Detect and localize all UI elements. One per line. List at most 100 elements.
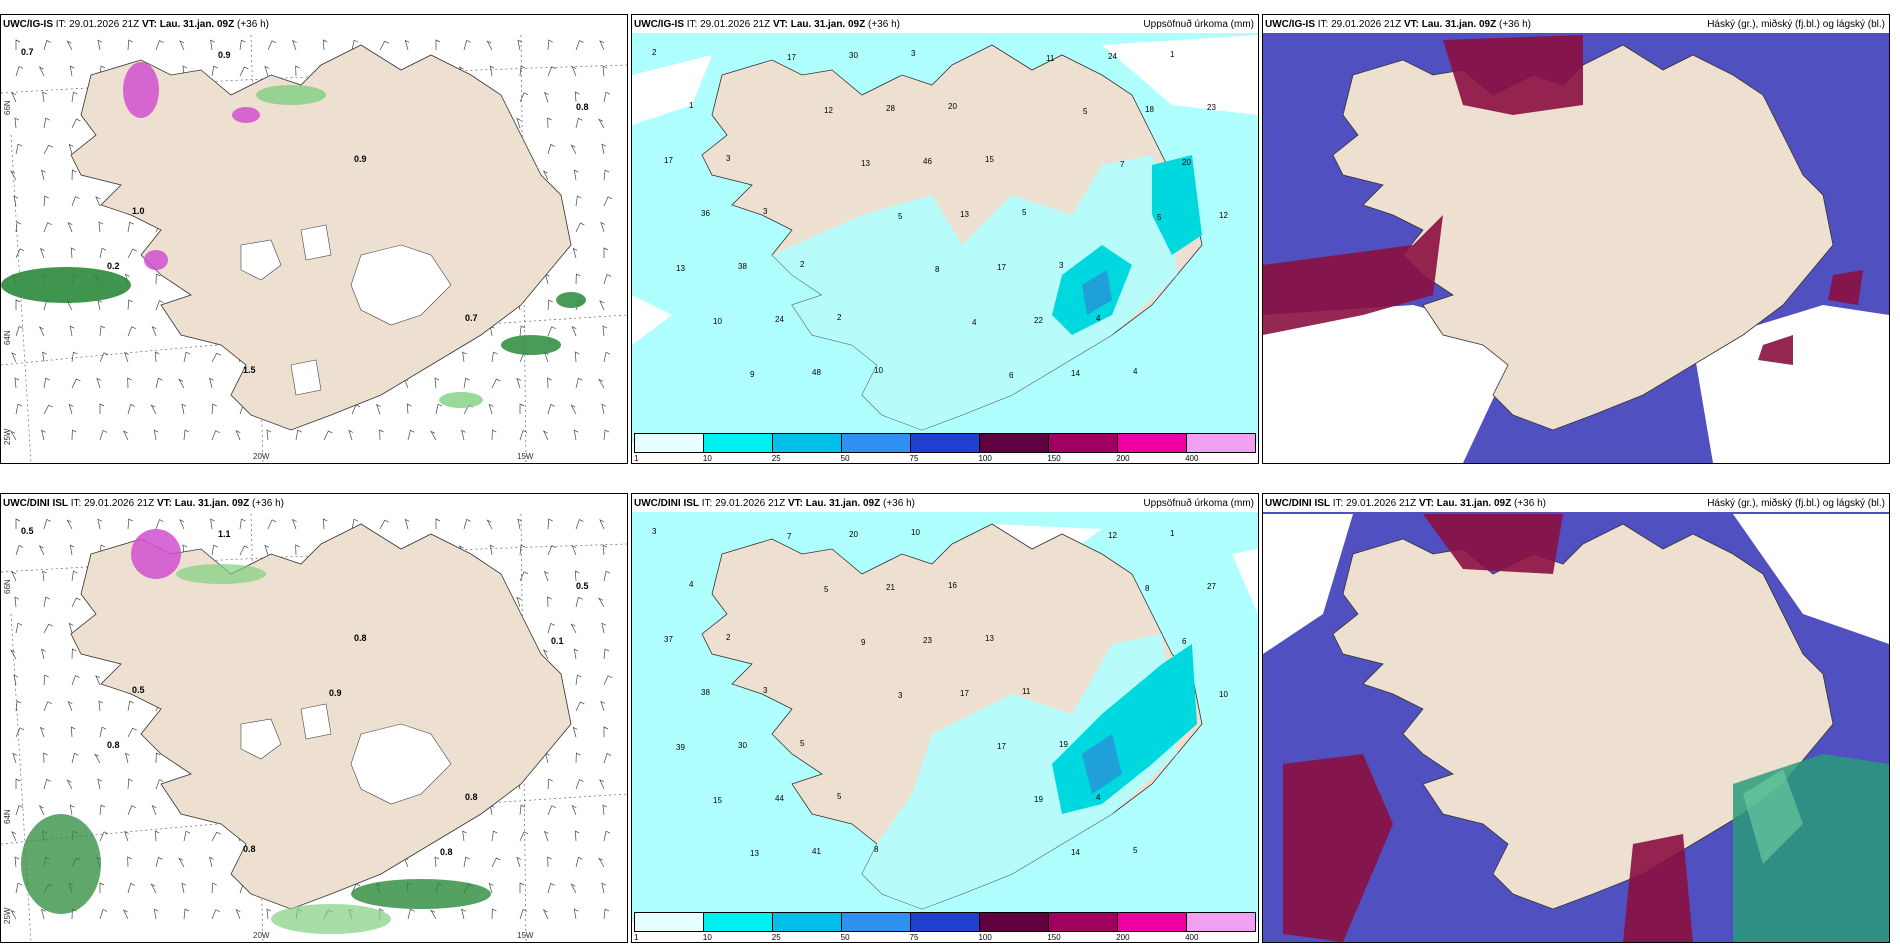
map-panel-precip-bottom[interactable]: UWC/DINI ISL IT: 29.01.2026 21Z VT: Lau.… [631, 493, 1259, 943]
wind-barb [491, 830, 498, 842]
precip-value-label: 21 [886, 583, 895, 592]
wind-barb [519, 571, 529, 582]
wind-barb [99, 247, 107, 259]
wind-barb [575, 117, 583, 129]
wind-barb [69, 544, 75, 556]
wind-barb [43, 518, 51, 530]
colorbar-tick: 200 [1116, 933, 1130, 942]
precip-value-label: 5 [1157, 213, 1162, 222]
low-cloud [1733, 754, 1889, 942]
wind-barb [461, 429, 466, 441]
panel-header: UWC/DINI ISL IT: 29.01.2026 21Z VT: Lau.… [3, 498, 284, 509]
wind-barb [127, 518, 133, 530]
precip-value-label: 10 [874, 366, 883, 375]
wind-barb [12, 752, 18, 764]
map-panel-wind-bottom[interactable]: UWC/DINI ISL IT: 29.01.2026 21Z VT: Lau.… [0, 493, 628, 943]
lon-label: 25W [3, 428, 12, 445]
colorbar-swatch [773, 434, 842, 452]
wind-barb [517, 518, 523, 530]
wind-barb [10, 909, 17, 920]
wind-barb [71, 570, 78, 582]
wind-barb [603, 648, 610, 660]
wind-barb [599, 519, 605, 530]
precip-value-label: 14 [1071, 369, 1080, 378]
wind-barb [491, 429, 497, 441]
wind-barb [351, 518, 359, 530]
wind-barb [68, 143, 74, 155]
wind-barb [519, 325, 526, 337]
wind-barb [43, 404, 53, 415]
wind-barb [570, 404, 577, 415]
colorbar-tick: 10 [702, 933, 712, 942]
precip-value-label: 18 [1145, 105, 1154, 114]
wind-barb [603, 830, 611, 842]
precip-value-label: 8 [1145, 584, 1150, 593]
wind-barb [178, 857, 185, 868]
wind-barb [239, 39, 246, 51]
wind-barb [15, 65, 24, 77]
colorbar [634, 912, 1256, 932]
wind-barb [543, 351, 549, 363]
wind-barb [486, 519, 493, 530]
wind-barb [603, 908, 610, 920]
wind-barb [602, 65, 608, 77]
precip-value-label: 23 [923, 636, 932, 645]
wind-barb [43, 377, 50, 389]
wind-value-label: 0.1 [551, 636, 564, 646]
colorbar-swatch [980, 434, 1049, 452]
wind-barb [123, 830, 129, 842]
wind-barb [155, 377, 163, 389]
precip-value-label: 44 [775, 794, 784, 803]
wind-barb [178, 378, 185, 389]
wind-barb [602, 325, 608, 337]
wind-barb [573, 908, 579, 920]
wind-barb [15, 727, 25, 738]
map-panel-cloud-top[interactable]: UWC/IG-IS IT: 29.01.2026 21Z VT: Lau. 31… [1262, 14, 1890, 464]
wind-barb [488, 882, 494, 894]
precip-value-label: 5 [1083, 107, 1088, 116]
precip-green [556, 292, 586, 308]
wind-barb [153, 908, 159, 920]
wind-barb [547, 856, 552, 868]
wind-barb [547, 805, 556, 816]
lon-label: 25W [3, 907, 12, 924]
precip-value-label: 13 [861, 159, 870, 168]
colorbar-tick: 50 [840, 454, 850, 463]
wind-barb [155, 300, 164, 311]
wind-barb [15, 544, 24, 556]
wind-barb [404, 518, 410, 530]
precip-value-label: 4 [689, 580, 694, 589]
wind-barb [41, 429, 46, 441]
wind-value-label: 0.8 [440, 847, 453, 857]
wind-barb [603, 196, 613, 207]
wind-barb [155, 273, 161, 285]
precip-value-label: 4 [1133, 367, 1138, 376]
wind-barb [351, 39, 359, 51]
wind-barb [127, 727, 137, 738]
lat-label: 64N [3, 330, 12, 345]
wind-barb [15, 221, 22, 233]
precip-value-label: 10 [1219, 690, 1228, 699]
wind-barb [295, 544, 300, 556]
wind-barb [15, 403, 23, 415]
precip-value-label: 13 [676, 264, 685, 273]
map-panel-wind-top[interactable]: UWC/IG-IS IT: 29.01.2026 21Z VT: Lau. 31… [0, 14, 628, 464]
wind-barb [97, 518, 103, 530]
wind-barb [41, 169, 46, 181]
colorbar-swatch [1187, 434, 1255, 452]
wind-barb [575, 701, 585, 712]
map-panel-cloud-bottom[interactable]: UWC/DINI ISL IT: 29.01.2026 21Z VT: Lau.… [1262, 493, 1890, 943]
wind-barb [571, 545, 577, 556]
wind-barb [235, 430, 241, 441]
map-panel-precip-top[interactable]: UWC/IG-IS IT: 29.01.2026 21Z VT: Lau. 31… [631, 14, 1259, 464]
wind-barb [43, 117, 50, 129]
wind-barb [430, 430, 437, 441]
wind-barb [211, 544, 218, 556]
wind-barb [155, 856, 163, 868]
wind-barb [211, 352, 221, 363]
wind-barb [15, 518, 21, 529]
wind-barb [323, 430, 333, 441]
precip-green [21, 814, 101, 914]
colorbar-tick: 75 [909, 933, 919, 942]
wind-barb [71, 169, 77, 181]
